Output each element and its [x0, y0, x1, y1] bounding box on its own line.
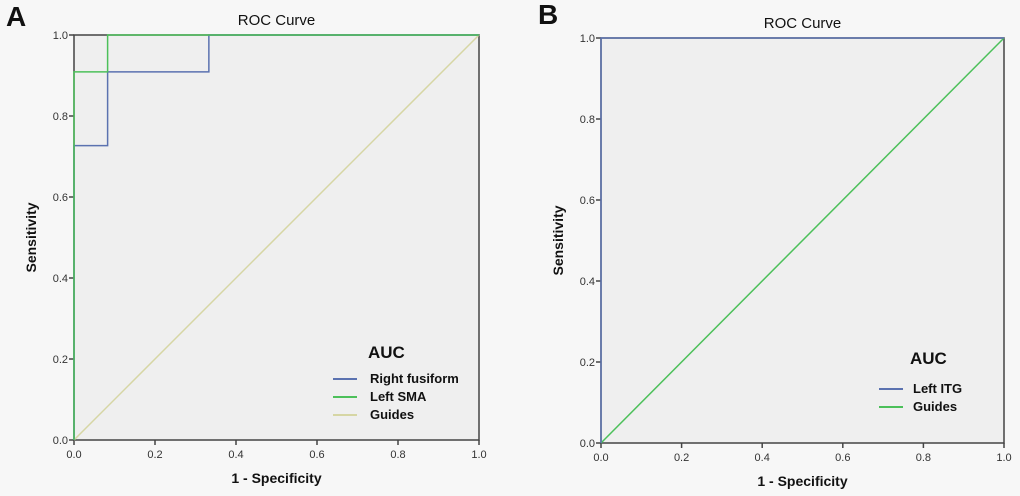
y-tick-label: 1.0 [580, 33, 595, 45]
x-tick-label: 0.0 [66, 449, 81, 461]
x-tick-label: 0.6 [309, 449, 324, 461]
series-line-guides [73, 34, 480, 441]
x-tick-label: 0.4 [228, 449, 243, 461]
x-tick-label: 0.2 [674, 452, 689, 464]
y-tick-label: 0.2 [53, 354, 68, 366]
series-line-left-sma [73, 34, 479, 440]
y-tick-label: 1.0 [53, 30, 68, 42]
y-tick-label: 0.8 [580, 114, 595, 126]
y-tick-label: 0.4 [53, 273, 68, 285]
chart-panel-b: B ROC Curve 0.0 0.2 0.4 0.6 0.8 1.0 0.0 0.2 0.4 0.6… [538, 0, 1012, 489]
x-tick-label: 1.0 [471, 449, 486, 461]
y-tick-label: 0.0 [53, 435, 68, 447]
y-tick-label: 0.4 [580, 276, 595, 288]
legend-item-label: Left SMA [370, 389, 427, 404]
panel-label: B [538, 0, 558, 30]
x-axis-label: 1 - Specificity [231, 470, 321, 486]
y-tick-label: 0.6 [53, 192, 68, 204]
chart-title: ROC Curve [238, 12, 316, 29]
x-tick-label: 0.8 [916, 452, 931, 464]
series-line-guides [600, 37, 1005, 444]
panel-label: A [6, 1, 26, 32]
y-tick-label: 0.8 [53, 111, 68, 123]
x-axis-label: 1 - Specificity [757, 473, 847, 489]
x-tick-label: 0.6 [835, 452, 850, 464]
y-axis-label: Sensitivity [550, 205, 566, 275]
y-tick-label: 0.0 [580, 438, 595, 450]
legend: AUC Left ITG Guides [879, 349, 962, 414]
legend-item-label: Guides [913, 399, 957, 414]
series-line-left-itg [600, 37, 1004, 443]
y-tick-label: 0.6 [580, 195, 595, 207]
legend-item-label: Right fusiform [370, 371, 459, 386]
x-tick-label: 0.8 [390, 449, 405, 461]
legend-item-label: Guides [370, 407, 414, 422]
y-axis-label: Sensitivity [23, 202, 39, 272]
chart-panel-a: A ROC Curve 0.0 0.2 0.4 0.6 0.8 1.0 0.0 0.2 0.4 0.6… [6, 1, 487, 486]
legend: AUC Right fusiform Left SMA Guides [333, 343, 459, 422]
legend-item-label: Left ITG [913, 381, 962, 396]
legend-title: AUC [368, 343, 405, 362]
chart-title: ROC Curve [764, 15, 842, 32]
x-tick-label: 0.2 [147, 449, 162, 461]
x-tick-label: 0.4 [755, 452, 770, 464]
x-tick-label: 1.0 [996, 452, 1011, 464]
legend-title: AUC [910, 349, 947, 368]
x-tick-label: 0.0 [593, 452, 608, 464]
y-tick-label: 0.2 [580, 357, 595, 369]
